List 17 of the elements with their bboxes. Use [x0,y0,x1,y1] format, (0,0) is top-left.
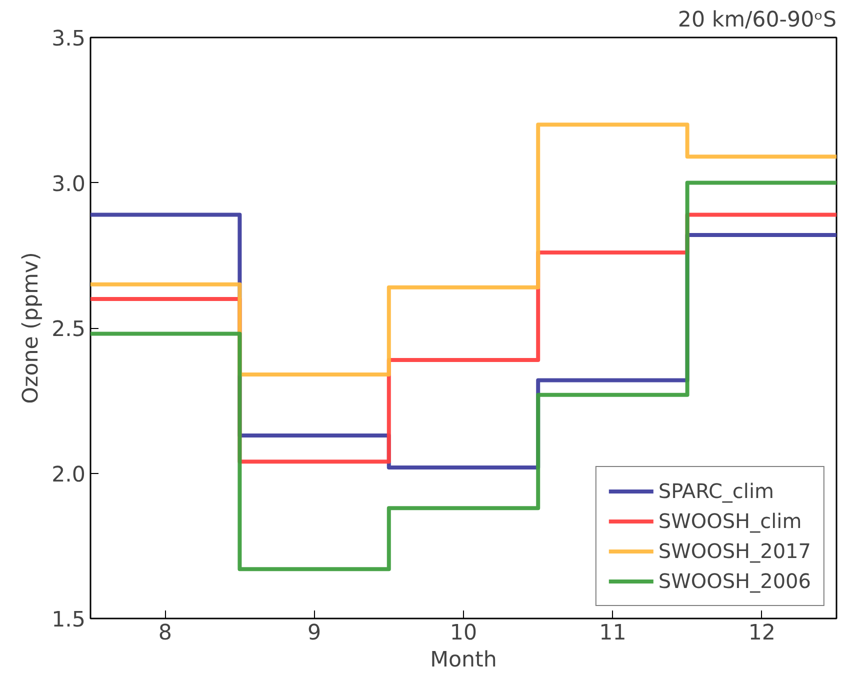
y-tick-label: 2.0 [52,462,86,488]
x-tick-label: 10 [450,620,478,646]
legend-label: SWOOSH_clim [658,509,802,533]
x-tick-label: 9 [308,620,322,646]
y-tick-label: 1.5 [52,608,86,632]
y-axis-title: Ozone (ppmv) [18,252,44,404]
legend-label: SWOOSH_2017 [658,539,811,563]
chart-title: 20 km/60-90ᵒS [678,8,837,32]
x-axis-title: Month [430,648,497,672]
x-tick-label: 11 [599,620,626,646]
y-tick-label: 3.5 [52,26,86,52]
x-tick-label: 12 [748,620,776,646]
x-tick-label: 8 [158,620,172,646]
legend-label: SPARC_clim [658,479,774,503]
legend-label: SWOOSH_2006 [658,569,811,593]
y-tick-label: 2.5 [52,317,86,342]
y-tick-label: 3.0 [52,172,86,197]
